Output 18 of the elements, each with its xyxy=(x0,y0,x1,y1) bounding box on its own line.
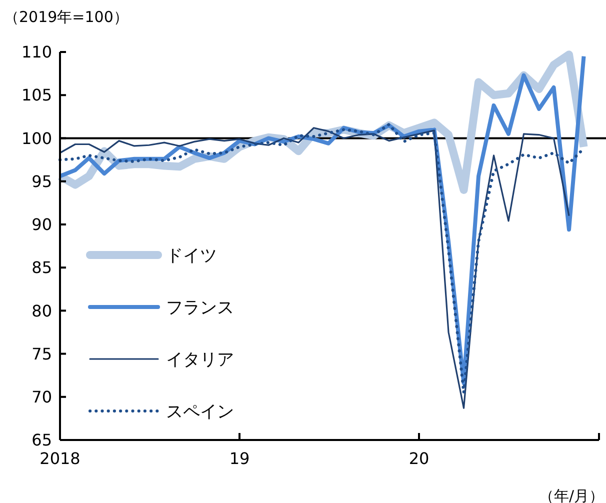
y-tick-label: 75 xyxy=(32,344,52,364)
y-axis-title: （2019年=100） xyxy=(4,8,128,26)
x-tick-label: 2018 xyxy=(40,449,80,468)
y-tick-label: 65 xyxy=(32,430,52,450)
y-tick-label: 95 xyxy=(32,172,52,191)
legend-label: フランス xyxy=(166,298,234,318)
y-tick-label: 105 xyxy=(21,86,52,105)
legend-label: ドイツ xyxy=(166,246,217,266)
y-tick-label: 90 xyxy=(32,215,52,234)
legend-label: イタリア xyxy=(166,350,234,370)
legend-label: スペイン xyxy=(166,402,234,422)
y-tick-label: 110 xyxy=(21,42,52,62)
y-tick-label: 70 xyxy=(32,387,52,406)
y-tick-label: 85 xyxy=(32,258,52,278)
x-tick-label: 20 xyxy=(408,449,430,468)
y-tick-label: 100 xyxy=(21,128,52,148)
x-tick-label: 19 xyxy=(229,449,250,468)
y-tick-label: 80 xyxy=(32,301,52,320)
